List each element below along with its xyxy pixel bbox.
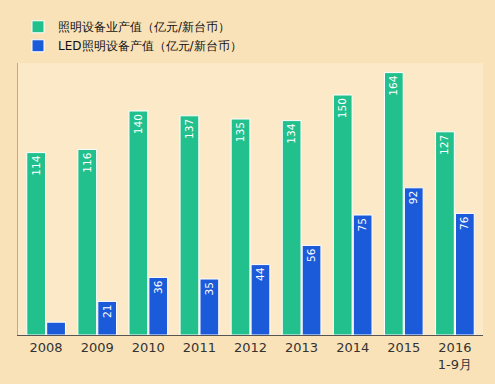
svg-text:2012: 2012	[234, 340, 267, 355]
svg-text:134: 134	[285, 123, 297, 143]
svg-text:LED照明设备产值（亿元/新台币）: LED照明设备产值（亿元/新台币）	[58, 39, 242, 53]
svg-text:36: 36	[152, 280, 164, 294]
svg-text:135: 135	[234, 122, 246, 142]
svg-text:2009: 2009	[81, 340, 114, 355]
svg-text:20161-9月: 20161-9月	[438, 340, 472, 372]
svg-text:140: 140	[132, 114, 144, 134]
svg-text:2015: 2015	[387, 340, 420, 355]
svg-text:照明设备业产值（亿元/新台币）: 照明设备业产值（亿元/新台币）	[58, 20, 230, 34]
svg-text:127: 127	[438, 135, 451, 155]
svg-text:44: 44	[254, 267, 266, 281]
svg-text:164: 164	[387, 75, 399, 95]
svg-text:92: 92	[407, 191, 420, 205]
svg-text:2014: 2014	[336, 340, 369, 355]
svg-text:2013: 2013	[285, 340, 318, 355]
svg-text:75: 75	[356, 218, 368, 231]
svg-text:2011: 2011	[183, 340, 216, 355]
svg-text:56: 56	[305, 248, 317, 262]
svg-text:2010: 2010	[132, 340, 165, 355]
svg-text:116: 116	[81, 152, 94, 173]
svg-text:35: 35	[203, 282, 215, 295]
svg-text:137: 137	[183, 119, 195, 139]
svg-text:150: 150	[336, 98, 348, 118]
svg-text:114: 114	[30, 155, 43, 176]
svg-text:76: 76	[458, 216, 471, 230]
svg-text:2008: 2008	[30, 340, 63, 355]
svg-text:21: 21	[101, 304, 113, 317]
